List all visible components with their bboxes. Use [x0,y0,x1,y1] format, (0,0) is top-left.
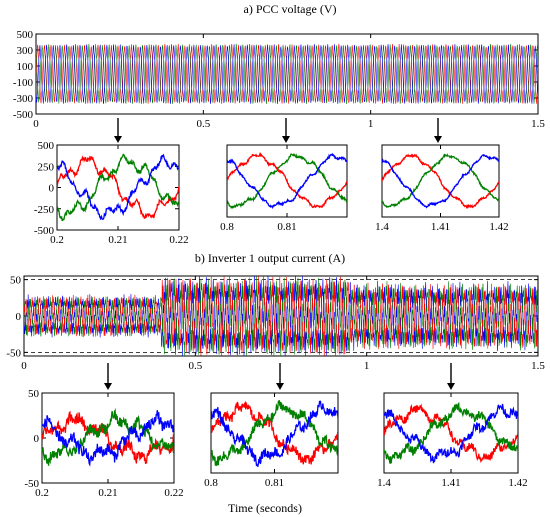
panel-b-arrows [104,363,455,390]
panel-b-zoom-3-xtick-label: 1.42 [508,477,527,489]
panel-a-zoom-1-series [57,153,179,222]
panel-b-zoom-2-series [211,400,338,467]
panel-a-zoom-3-series [382,153,499,210]
panel-a-arrow-head [434,136,442,143]
panel-b-series [24,276,538,356]
panel-b-zoom-2-series [211,400,338,465]
panel-b-zoom-1: 0.2 0.21 0.22 50 0 -50 [24,388,183,499]
panel-b-zoom-1-xtick-label: 0.2 [35,487,49,499]
panel-b-zoom-3-xtick-label: 1.41 [441,477,460,489]
panel-b-zoom-2-xtick-label: 0.81 [265,477,284,489]
panel-b-zoom-1-ytick-label: 0 [34,433,40,445]
panel-a-main-xtick-label: 0 [33,118,39,130]
panel-b-main-ytick-label: 50 [10,275,22,287]
panel-a-zoom-1-xtick-label: 0.21 [108,234,127,246]
panel-a-arrows [114,118,442,143]
panel-a-main-ytick-label: 100 [17,61,34,73]
panel-a-main: 0 0.5 1 1.5 500 300 100 -100 -300 -500 [13,29,546,130]
panel-a-main-ytick-label: -300 [13,93,34,105]
panel-a-zoom-2-xtick-label: 0.8 [220,221,234,233]
panel-a-zoom-3-series [382,153,499,209]
panel-b-zoom-3-series [384,403,518,464]
panel-a-zoom-2-series [227,152,347,210]
panel-b-zoom-1-series [42,408,174,466]
panel-a-title: a) PCC voltage (V) [244,2,337,16]
panel-a-zoom-1-xtick-label: 0.22 [169,234,188,246]
panel-b-zoom-3-series [384,403,518,464]
panel-b-arrow-head [447,383,455,390]
panel-a-main-ytick-label: -100 [13,77,34,89]
panel-a-zoom-1-ytick-label: -250 [34,204,55,216]
panel-b-arrow-head [276,383,284,390]
panel-b-zoom-3-xtick-label: 1.4 [377,477,391,489]
panel-a-zoom-1-series [57,153,179,221]
panel-a-arrow-head [282,136,290,143]
panel-b-main-xtick-label: 0.5 [188,360,202,372]
panel-a-zoom-2-series [227,152,347,209]
panel-a-zoom-1-ytick-label: 500 [38,140,55,152]
panel-a-zoom-1-ytick-label: -500 [34,225,55,237]
panel-b-zoom-3: 1.4 1.41 1.42 [377,392,528,489]
panel-a-zoom-3-xtick-label: 1.4 [375,221,389,233]
panel-a-series [36,43,538,105]
panel-a-main-ytick-label: -500 [13,109,34,121]
panel-b-main-xtick-label: 1 [364,360,370,372]
panel-a-main-ytick-label: 500 [17,29,34,41]
panel-a-zoom-1-ytick-label: 250 [38,161,55,173]
panel-a-zoom-3-xtick-label: 1.42 [489,221,508,233]
panel-b-zoom-2-series [211,400,338,468]
panel-b-arrow-head [104,383,112,390]
panel-b-series [24,276,538,356]
panel-a-main-xtick-label: 0.5 [196,118,210,130]
panel-b-main-ytick-label: 0 [16,311,22,323]
x-axis-label: Time (seconds) [228,501,302,515]
panel-a-main-ytick-label: 300 [17,45,34,57]
panel-a-zoom-1: 0.2 0.21 0.22 500 250 0 -250 -500 [34,140,189,246]
panel-b-main-xtick-label: 0 [21,360,27,372]
panel-a-main-xtick-label: 1 [368,118,374,130]
panel-a-series [36,43,538,105]
panel-b-main-ytick-label: -50 [6,347,21,359]
panel-b-main-xtick-label: 1.5 [531,360,545,372]
panel-a-zoom-2: 0.8 0.81 [220,144,348,233]
panel-b-zoom-3-series [384,401,518,464]
panel-a-arrow-head [114,136,122,143]
panel-a-zoom-3-series [382,153,499,209]
panel-b-zoom-2-xtick-label: 0.8 [204,477,218,489]
panel-b-title: b) Inverter 1 output current (A) [195,251,345,265]
panel-b-zoom-1-ytick-label: 50 [28,388,40,400]
panel-a-series [36,43,538,105]
panel-b-zoom-1-xtick-label: 0.22 [164,487,183,499]
panel-a-zoom-3-xtick-label: 1.41 [431,221,450,233]
panel-a-zoom-2-series [227,153,347,210]
panel-b-series [24,276,538,356]
panel-a-zoom-1-xtick-label: 0.2 [50,234,64,246]
panel-a-zoom-2-xtick-label: 0.81 [277,221,296,233]
panel-b-zoom-2: 0.8 0.81 [204,392,339,489]
panel-a-main-xtick-label: 1.5 [531,118,545,130]
panel-b-zoom-1-ytick-label: -50 [24,478,39,490]
panel-a-zoom-1-ytick-label: 0 [49,183,55,195]
panel-a-zoom-3: 1.4 1.41 1.42 [375,144,509,233]
panel-b-zoom-1-series [42,410,174,467]
panel-a-zoom-1-series [57,155,179,219]
panel-b-zoom-1-xtick-label: 0.21 [98,487,117,499]
